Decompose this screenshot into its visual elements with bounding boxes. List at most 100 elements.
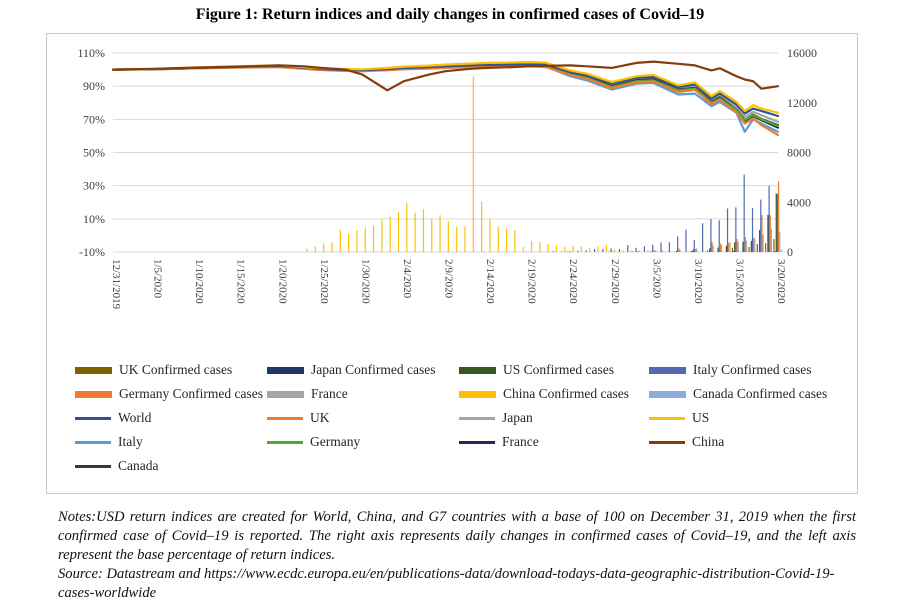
left-axis-tick: 70% (83, 112, 105, 126)
right-axis-tick: 0 (787, 245, 793, 259)
bar (691, 251, 693, 252)
bar (769, 215, 771, 252)
bar (577, 250, 579, 252)
bar (711, 242, 713, 252)
bar (668, 242, 670, 252)
bar (779, 231, 781, 252)
legend-item: Canada Confirmed cases (649, 386, 849, 402)
legend-line-swatch (649, 416, 685, 420)
bar (381, 219, 383, 252)
x-axis-tick: 3/20/2020 (775, 259, 787, 304)
x-axis-tick: 2/4/2020 (401, 259, 413, 299)
legend-label: Canada (118, 458, 159, 473)
legend-item: Germany Confirmed cases (75, 386, 267, 402)
bar (743, 174, 745, 252)
bar (464, 226, 466, 252)
bar (717, 247, 719, 252)
bar (754, 238, 756, 252)
legend-label: China Confirmed cases (503, 386, 629, 401)
bar (751, 208, 754, 252)
bar (760, 199, 762, 252)
bar (660, 242, 662, 252)
bar (692, 249, 694, 252)
left-axis-tick: -10% (79, 245, 105, 259)
bar (725, 245, 727, 252)
x-axis-tick: 2/19/2020 (526, 259, 538, 304)
legend-line-swatch (75, 464, 111, 468)
left-axis-tick: 110% (77, 46, 105, 60)
bar (728, 242, 730, 252)
x-axis-tick: 1/20/2020 (276, 259, 288, 304)
bar (774, 251, 776, 252)
bar (612, 251, 615, 252)
bar (762, 234, 764, 252)
legend-label: Germany Confirmed cases (119, 386, 263, 401)
bar (753, 237, 755, 252)
figure-title: Figure 1: Return indices and daily chang… (195, 6, 705, 23)
chart-plot: 110% 90% 70% 50% 30% 10% -10% 16000 12000 8000 400… (77, 46, 817, 310)
bar (414, 212, 416, 252)
legend-line-swatch (267, 440, 303, 444)
bar (685, 229, 687, 252)
bar (439, 215, 441, 252)
x-axis-tick: 3/5/2020 (650, 259, 662, 299)
bar (696, 248, 698, 252)
bar (597, 246, 599, 252)
bar (406, 203, 408, 252)
legend-label: Italy (118, 434, 143, 449)
bar (539, 241, 541, 252)
left-axis-tick: 30% (83, 179, 105, 193)
bar (552, 251, 554, 252)
bar (356, 230, 358, 252)
bar (663, 251, 666, 252)
legend-item: China (649, 434, 849, 450)
bar (593, 249, 596, 252)
bar (672, 251, 674, 252)
left-axis-tick: 50% (83, 146, 105, 160)
x-axis-tick: 3/10/2020 (692, 259, 704, 304)
bar (560, 251, 562, 252)
line-series (111, 64, 780, 128)
bar (618, 249, 621, 252)
x-axis-tick: 2/14/2020 (484, 259, 496, 304)
bar (643, 246, 646, 252)
bar (744, 237, 746, 252)
bar (614, 249, 616, 252)
bar (610, 248, 612, 252)
bar (731, 247, 734, 252)
legend-item: France (459, 434, 649, 450)
bar (481, 201, 483, 252)
legend-item: Japan (459, 410, 649, 426)
bar (514, 230, 516, 252)
bar (734, 242, 736, 252)
legend-label: Japan Confirmed cases (311, 362, 436, 377)
legend-item: World (75, 410, 267, 426)
bar (497, 227, 499, 252)
bar (364, 227, 366, 252)
legend-item: Canada (75, 458, 267, 474)
bar (679, 249, 681, 252)
bar (742, 241, 744, 252)
bar (522, 247, 524, 252)
x-axis-tick: 1/30/2020 (359, 259, 371, 304)
legend-item: Italy (75, 434, 267, 450)
right-axis-tick: 16000 (787, 46, 817, 60)
bar (710, 219, 712, 252)
legend-label: UK Confirmed cases (119, 362, 233, 377)
bar (630, 250, 632, 252)
bar (765, 243, 767, 252)
legend-bar-swatch (649, 366, 686, 374)
bar (589, 247, 591, 252)
bar (422, 209, 425, 252)
legend-bar-swatch (267, 390, 304, 398)
bar (314, 246, 316, 252)
bar (745, 240, 748, 252)
bar (768, 185, 770, 252)
bar (693, 239, 695, 252)
bar (726, 208, 729, 252)
legend-line-swatch (459, 416, 495, 420)
bar (647, 250, 649, 252)
legend-line-swatch (267, 416, 303, 420)
bar (739, 251, 742, 252)
bar (447, 221, 449, 252)
